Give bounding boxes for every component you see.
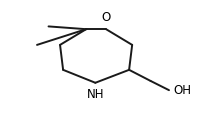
Text: O: O (101, 11, 111, 24)
Text: OH: OH (174, 84, 192, 97)
Text: NH: NH (87, 88, 104, 101)
